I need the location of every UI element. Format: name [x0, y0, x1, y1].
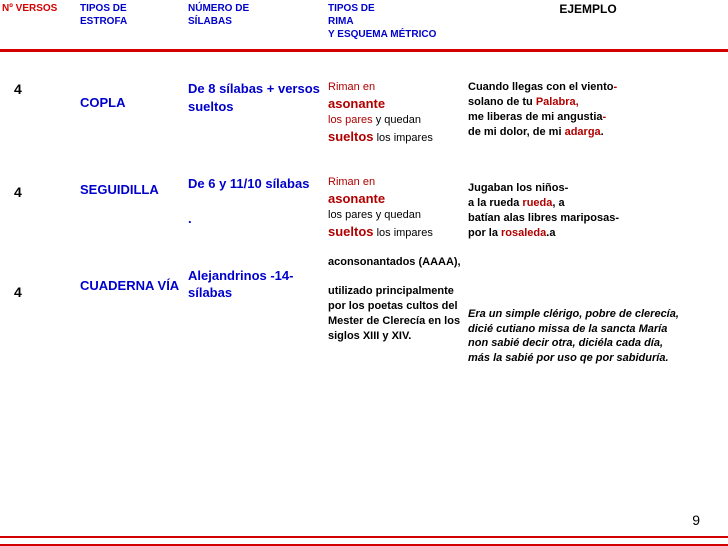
- table-row: 4 COPLA De 8 sílabas + versos sueltos Ri…: [0, 52, 728, 145]
- divider-line: [0, 536, 728, 538]
- footer-lines: [0, 526, 728, 546]
- cell-ejemplo: Jugaban los niños- a la rueda rueda, a b…: [468, 175, 708, 240]
- cell-ejemplo: Era un simple clérigo, pobre de clerecía…: [468, 255, 708, 366]
- cell-silabas: De 6 y 11/10 sílabas .: [188, 175, 328, 228]
- cell-estrofa: COPLA: [80, 80, 188, 112]
- cell-versos: 4: [0, 255, 80, 302]
- header-versos: Nº VERSOS: [0, 2, 80, 41]
- cell-versos: 4: [0, 175, 80, 202]
- cell-rima: Riman en asonante los pares y quedan sue…: [328, 175, 468, 240]
- cell-rima: aconsonantados (AAAA), utilizado princip…: [328, 255, 468, 344]
- cell-rima: Riman en asonante los pares y quedan sue…: [328, 80, 468, 145]
- cell-estrofa: SEGUIDILLA: [80, 175, 188, 199]
- cell-ejemplo: Cuando llegas con el viento- solano de t…: [468, 80, 708, 139]
- table-row: 4 SEGUIDILLA De 6 y 11/10 sílabas . Rima…: [0, 145, 728, 240]
- cell-silabas: Alejandrinos -14- sílabas: [188, 255, 328, 302]
- cell-versos: 4: [0, 80, 80, 99]
- header-ejemplo: EJEMPLO: [468, 2, 708, 41]
- header-silabas: NÚMERO DE SÍLABAS: [188, 2, 328, 41]
- header-estrofa: TIPOS DE ESTROFA: [80, 2, 188, 41]
- cell-estrofa: CUADERNA VÍA: [80, 255, 188, 295]
- header-rima: TIPOS DE RIMA Y ESQUEMA MÉTRICO: [328, 2, 468, 41]
- table-header-row: Nº VERSOS TIPOS DE ESTROFA NÚMERO DE SÍL…: [0, 0, 728, 52]
- cell-silabas: De 8 sílabas + versos sueltos: [188, 80, 328, 115]
- table-row: 4 CUADERNA VÍA Alejandrinos -14- sílabas…: [0, 241, 728, 366]
